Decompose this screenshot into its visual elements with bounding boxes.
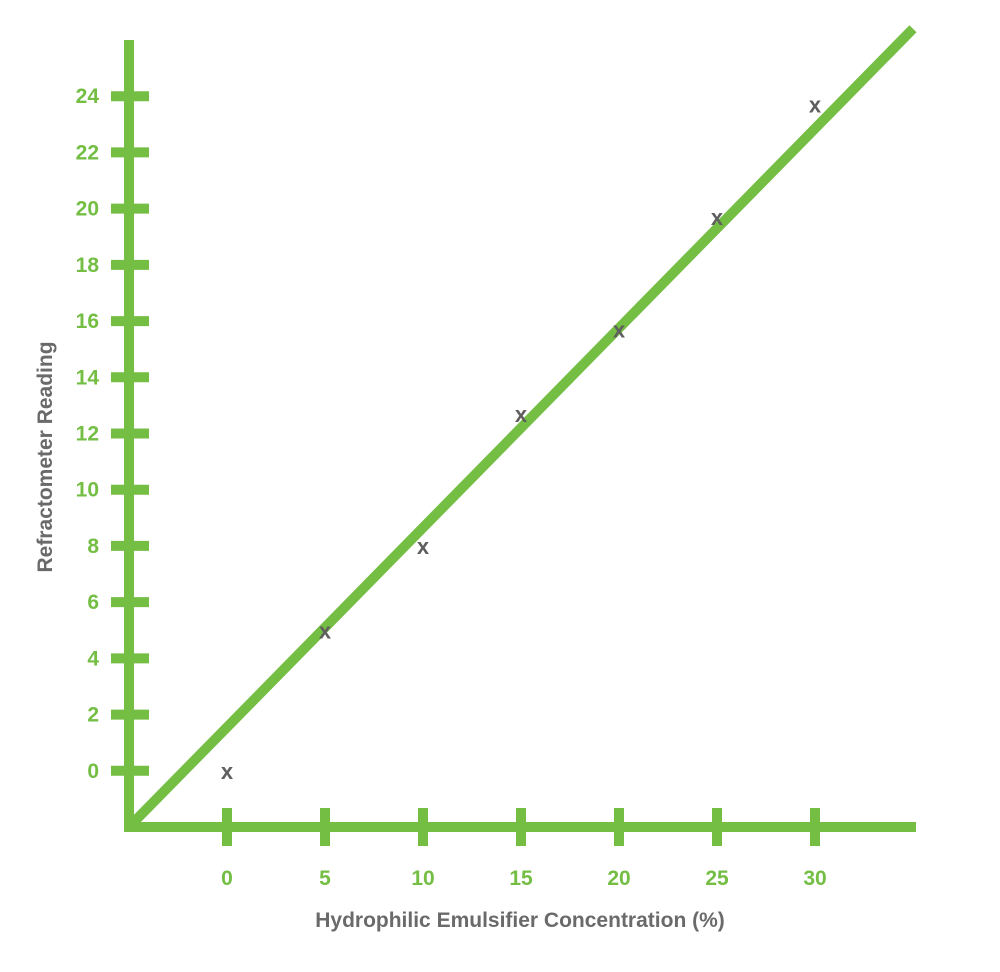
x-tick-label: 15 xyxy=(509,867,533,890)
y-tick-label: 12 xyxy=(76,423,99,446)
x-tick-label: 5 xyxy=(319,867,331,890)
data-point: x xyxy=(809,93,822,118)
data-point: x xyxy=(417,534,430,559)
y-tick-label: 24 xyxy=(76,85,100,108)
x-tick-label: 10 xyxy=(411,867,434,890)
x-tick-label: 20 xyxy=(607,867,630,890)
data-point: x xyxy=(613,318,626,343)
y-tick-label: 0 xyxy=(87,760,99,783)
y-tick-label: 18 xyxy=(76,254,100,277)
x-tick-label: 30 xyxy=(803,867,826,890)
y-tick-label: 2 xyxy=(87,704,99,727)
y-tick-label: 16 xyxy=(76,310,99,333)
data-points: x x x x x x x xyxy=(221,93,822,784)
y-tick-label: 4 xyxy=(87,647,99,670)
data-point: x xyxy=(711,205,724,230)
x-axis-title: Hydrophilic Emulsifier Concentration (%) xyxy=(315,909,725,932)
x-tick-label: 25 xyxy=(705,867,729,890)
y-tick-label: 6 xyxy=(87,591,99,614)
y-tick-label: 10 xyxy=(76,479,99,502)
x-axis-ticks: 0 5 10 15 20 25 30 xyxy=(221,808,827,890)
y-tick-label: 8 xyxy=(87,535,99,558)
y-axis-title: Refractometer Reading xyxy=(34,341,57,572)
y-tick-label: 14 xyxy=(76,366,100,389)
y-tick-label: 20 xyxy=(76,198,99,221)
y-tick-label: 22 xyxy=(76,141,99,164)
x-tick-label: 0 xyxy=(221,867,233,890)
data-point: x xyxy=(319,618,332,643)
trend-line-layer xyxy=(125,25,917,831)
data-point: x xyxy=(515,402,528,427)
trend-line xyxy=(125,25,917,831)
data-point: x xyxy=(221,759,234,784)
